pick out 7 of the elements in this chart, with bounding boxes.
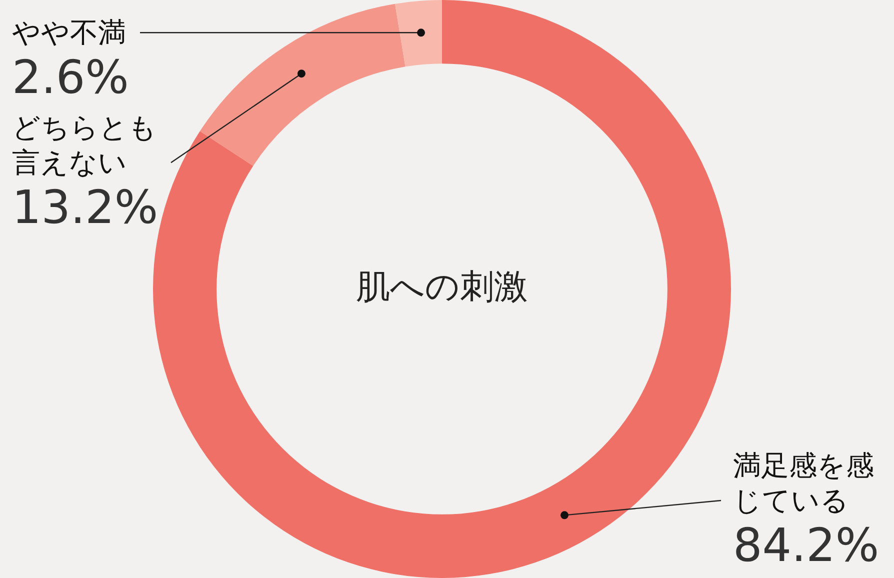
slice-label: どちらとも言えない (12, 110, 158, 180)
data-label: 13.2% (12, 180, 160, 234)
text: 肌への刺激 (356, 266, 528, 307)
slice-label: やや不満 (12, 15, 127, 50)
slice-label: 満足感を感じている (733, 448, 875, 518)
data-label: 2.6% (12, 50, 130, 104)
data-label: 84.2% (733, 518, 880, 572)
